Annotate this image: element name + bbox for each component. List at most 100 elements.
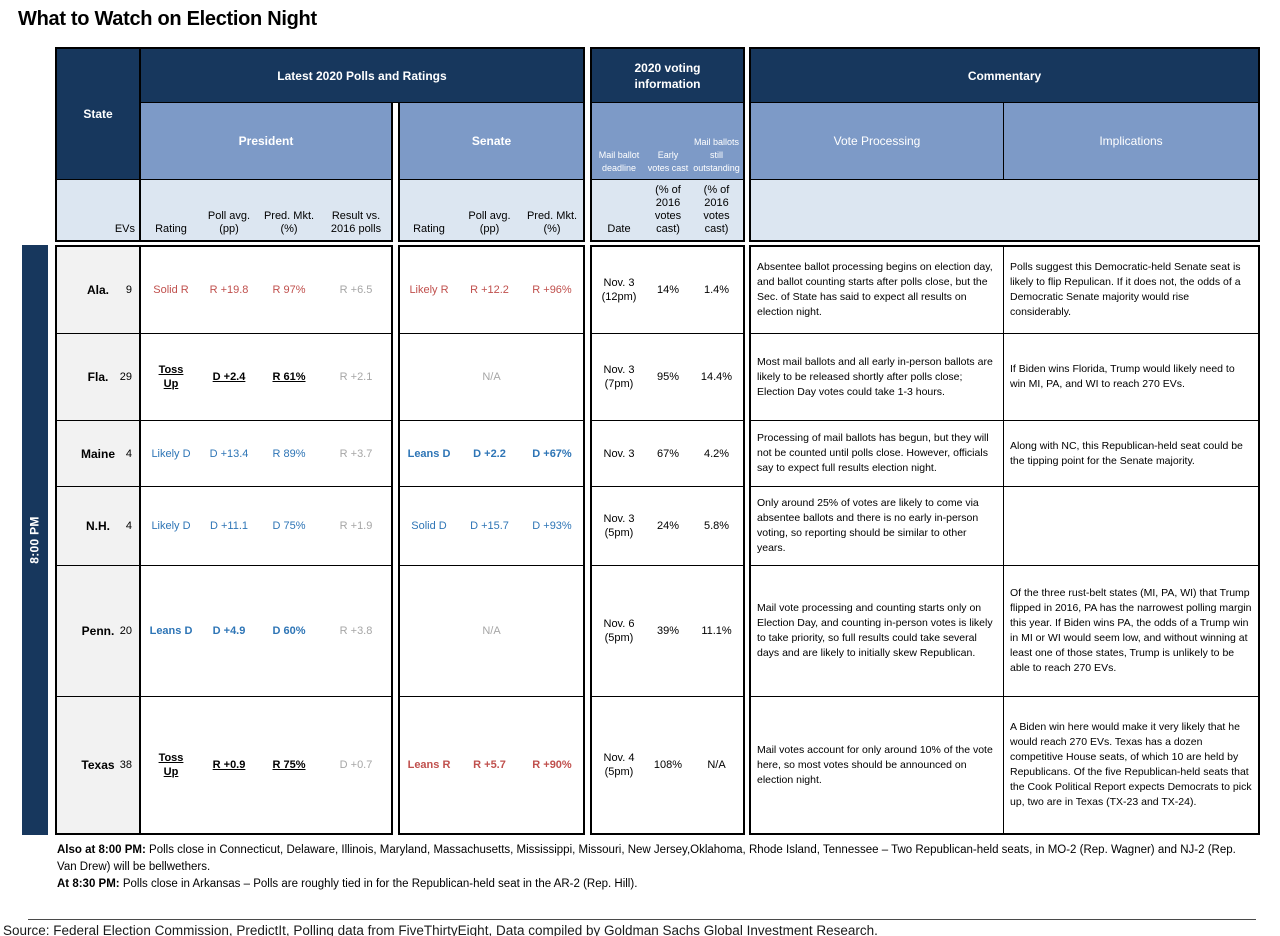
result-vs-2016: R +1.9 [321,487,393,566]
result-vs-2016: D +0.7 [321,697,393,835]
footer-divider [28,919,1256,920]
pres-rating: Solid R [141,245,201,334]
sen-na: N/A [398,566,585,697]
col-header-state: State [55,47,141,180]
ballots-outstanding: 1.4% [690,245,745,334]
col-header-sen-rating: Rating [398,180,458,242]
col-header-date: Date [590,180,646,242]
group-header-commentary: Commentary [749,47,1260,103]
state-evs: 38 [119,759,132,771]
commentary-header-spacer [749,180,1260,242]
sen-poll-avg: D +15.7 [458,487,521,566]
col-header-pres-poll-avg: Poll avg. (pp) [201,180,257,242]
pres-pred-mkt: R 75% [257,697,321,835]
sen-pred-mkt: R +96% [521,245,585,334]
implications-note: Polls suggest this Democratic-held Senat… [1004,245,1260,334]
state-evs: 9 [125,284,132,296]
state-name: Maine [80,446,115,461]
ballots-outstanding: 4.2% [690,421,745,487]
pres-pred-mkt: R 97% [257,245,321,334]
footnotes: Also at 8:00 PM: Polls close in Connecti… [57,842,1249,893]
col-header-senate: Senate [398,103,585,180]
implications-note [1004,487,1260,566]
group-header-voting: 2020 voting information [590,47,745,103]
mail-deadline: Nov. 3 [590,421,646,487]
pres-rating: Likely D [141,487,201,566]
time-group-bar: 8:00 PM [22,245,48,835]
result-vs-2016: R +6.5 [321,245,393,334]
page-title: What to Watch on Election Night [18,8,317,30]
vote-processing-note: Mail vote processing and counting starts… [749,566,1004,697]
time-group-label: 8:00 PM [28,516,43,564]
early-votes: 14% [646,245,690,334]
state-name: Fla. [87,370,109,384]
result-vs-2016: R +3.7 [321,421,393,487]
state-cell: Maine 4 [55,421,141,487]
ballots-outstanding: 5.8% [690,487,745,566]
state-name: Penn. [81,624,115,638]
state-name: N.H. [86,519,110,533]
early-votes: 67% [646,421,690,487]
pres-poll-avg: D +11.1 [201,487,257,566]
implications-note: Along with NC, this Republican-held seat… [1004,421,1260,487]
pres-rating: Likely D [141,421,201,487]
ballots-outstanding: 11.1% [690,566,745,697]
implications-note: If Biden wins Florida, Trump would likel… [1004,334,1260,421]
state-cell: N.H. 4 [55,487,141,566]
mail-deadline: Nov. 3 (7pm) [590,334,646,421]
footnote-text: Polls close in Arkansas – Polls are roug… [119,878,638,890]
col-header-early-pct: (% of 2016 votes cast) [646,180,690,242]
pres-rating: Toss Up [141,334,201,421]
col-header-sen-poll-avg: Poll avg. (pp) [458,180,521,242]
sen-rating: Leans R [398,697,458,835]
sen-poll-avg: R +5.7 [458,697,521,835]
state-evs: 29 [119,371,132,383]
sen-pred-mkt: D +93% [521,487,585,566]
pres-pred-mkt: D 60% [257,566,321,697]
pres-poll-avg: R +19.8 [201,245,257,334]
col-header-sen-pred-mkt: Pred. Mkt. (%) [521,180,585,242]
early-votes: 39% [646,566,690,697]
sen-poll-avg: R +12.2 [458,245,521,334]
state-cell: Ala. 9 [55,245,141,334]
pres-rating: Toss Up [141,697,201,835]
col-header-president: President [141,103,393,180]
vote-processing-note: Processing of mail ballots has begun, bu… [749,421,1004,487]
sen-rating: Leans D [398,421,458,487]
group-header-polls: Latest 2020 Polls and Ratings [141,47,585,103]
early-votes: 95% [646,334,690,421]
pres-poll-avg: D +2.4 [201,334,257,421]
col-header-result-vs-2016: Result vs. 2016 polls [321,180,393,242]
col-header-pres-rating: Rating [141,180,201,242]
mail-deadline: Nov. 6 (5pm) [590,566,646,697]
footnote-line-2: At 8:30 PM: Polls close in Arkansas – Po… [57,876,1249,893]
sen-rating: Solid D [398,487,458,566]
sen-poll-avg: D +2.2 [458,421,521,487]
col-header-vote-processing: Vote Processing [749,103,1004,180]
col-header-mail-ballot-deadline: Mail ballot deadline [590,103,646,180]
state-evs: 4 [125,520,132,532]
vote-processing-note: Mail votes account for only around 10% o… [749,697,1004,835]
source-line: Source: Federal Election Commission, Pre… [3,923,878,936]
state-cell: Texas 38 [55,697,141,835]
footnote-label: At 8:30 PM: [57,878,120,890]
vote-processing-note: Most mail ballots and all early in-perso… [749,334,1004,421]
state-cell: Fla. 29 [55,334,141,421]
result-vs-2016: R +2.1 [321,334,393,421]
footnote-label: Also at 8:00 PM: [57,844,146,856]
state-cell: Penn. 20 [55,566,141,697]
col-header-evs: EVs [55,180,141,242]
vote-processing-note: Only around 25% of votes are likely to c… [749,487,1004,566]
sen-rating: Likely R [398,245,458,334]
state-name: Ala. [86,283,109,297]
state-evs: 20 [119,625,132,637]
mail-deadline: Nov. 3 (12pm) [590,245,646,334]
state-name: Texas [81,758,115,772]
pres-poll-avg: R +0.9 [201,697,257,835]
col-header-pres-pred-mkt: Pred. Mkt. (%) [257,180,321,242]
state-evs: 4 [125,447,132,460]
result-vs-2016: R +3.8 [321,566,393,697]
vote-processing-note: Absentee ballot processing begins on ele… [749,245,1004,334]
ballots-outstanding: N/A [690,697,745,835]
